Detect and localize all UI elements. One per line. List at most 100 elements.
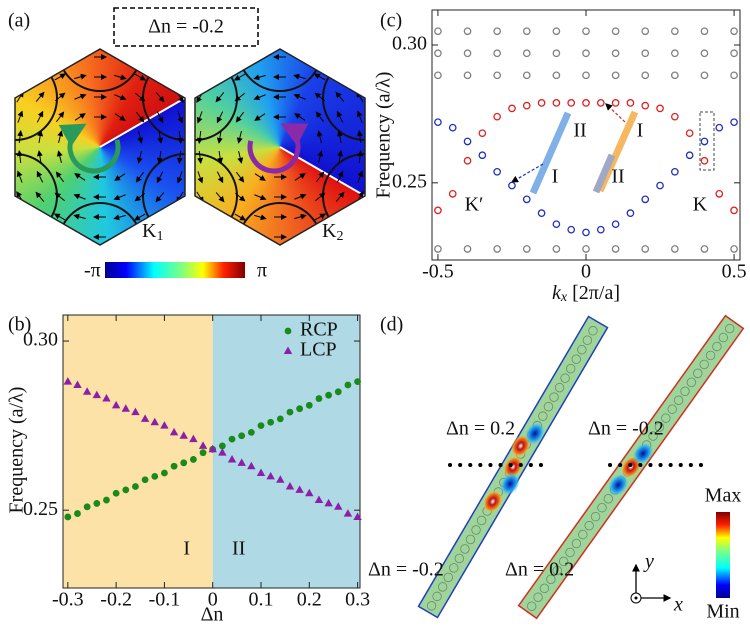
field-arrow bbox=[315, 111, 325, 123]
annotation: I bbox=[552, 166, 559, 188]
y-tick-label: 0.30 bbox=[23, 329, 58, 351]
field-arrow bbox=[54, 53, 67, 60]
data-point bbox=[64, 513, 72, 521]
field-arrow bbox=[214, 72, 225, 82]
data-point bbox=[552, 99, 561, 107]
field-arrow bbox=[36, 150, 43, 164]
field-arrow bbox=[253, 74, 266, 81]
field-arrow bbox=[217, 150, 224, 164]
field-contour bbox=[15, 55, 58, 141]
rod bbox=[449, 563, 459, 573]
data-point bbox=[596, 99, 605, 107]
field-hotspot bbox=[525, 422, 545, 445]
rod bbox=[686, 377, 697, 388]
data-point bbox=[522, 195, 531, 204]
data-point bbox=[670, 112, 679, 121]
data-point bbox=[141, 476, 149, 484]
field-arrow bbox=[74, 173, 86, 181]
rod bbox=[432, 591, 442, 602]
field-arrow bbox=[196, 111, 203, 124]
field-arrow bbox=[35, 72, 46, 82]
field-arrow bbox=[216, 171, 224, 184]
field-arrow bbox=[254, 194, 267, 201]
field-arrow bbox=[215, 92, 225, 103]
rod bbox=[582, 335, 593, 345]
field-arrow bbox=[16, 170, 23, 183]
x-tick-label: -0.5 bbox=[422, 261, 454, 283]
data-point bbox=[238, 432, 246, 440]
field-contour bbox=[322, 55, 365, 141]
data-point bbox=[493, 167, 502, 176]
field-arrow bbox=[334, 53, 346, 61]
x-tick-label: -0.1 bbox=[149, 589, 181, 611]
phase-discontinuity bbox=[99, 97, 185, 148]
x-tick-label: 0.1 bbox=[249, 589, 274, 611]
data-point bbox=[237, 458, 246, 466]
data-point bbox=[151, 472, 159, 480]
field-arrow bbox=[113, 214, 126, 221]
field-arrow bbox=[34, 233, 46, 241]
field-arrow bbox=[53, 233, 66, 240]
data-point bbox=[656, 181, 664, 190]
field-arrow bbox=[137, 131, 144, 144]
field-arrow bbox=[196, 130, 203, 144]
rod bbox=[597, 503, 607, 513]
field-arrow bbox=[233, 54, 246, 61]
rod bbox=[539, 583, 550, 594]
data-point bbox=[552, 245, 561, 253]
data-point bbox=[112, 489, 120, 497]
region-label: II bbox=[232, 538, 245, 560]
legend-label: RCP bbox=[300, 319, 338, 341]
field-arrow bbox=[155, 192, 165, 203]
data-point bbox=[730, 71, 738, 80]
annotation: I bbox=[637, 120, 644, 142]
circulation-arrow bbox=[58, 123, 121, 174]
data-point bbox=[256, 468, 266, 476]
data-point bbox=[567, 99, 576, 107]
data-point bbox=[189, 434, 198, 443]
data-point bbox=[463, 137, 472, 146]
data-point bbox=[611, 49, 620, 58]
rod bbox=[718, 332, 729, 343]
data-point bbox=[92, 390, 102, 399]
field-arrow bbox=[335, 91, 345, 102]
field-arrow bbox=[234, 234, 247, 241]
data-point bbox=[611, 71, 620, 80]
annotation: II bbox=[611, 166, 624, 188]
data-point bbox=[189, 456, 197, 463]
colorbar-label: -π bbox=[84, 260, 101, 282]
field-contour bbox=[237, 49, 323, 92]
data-point bbox=[305, 488, 314, 497]
field-arrow bbox=[357, 170, 364, 183]
field-arrow bbox=[235, 192, 246, 202]
annotation: K′ bbox=[465, 194, 484, 216]
field-arrow bbox=[215, 192, 225, 203]
pointer-arrow bbox=[605, 103, 626, 123]
data-point bbox=[508, 104, 516, 113]
field-arrow bbox=[55, 171, 64, 183]
field-arrow bbox=[233, 73, 246, 81]
data-point bbox=[334, 502, 343, 510]
field-arrow bbox=[357, 150, 364, 164]
field-arrow bbox=[293, 93, 306, 100]
data-point bbox=[700, 27, 709, 36]
field-arrow bbox=[356, 130, 363, 144]
field-arrow bbox=[195, 52, 205, 62]
data-point bbox=[582, 245, 590, 253]
region bbox=[63, 315, 213, 588]
data-point bbox=[670, 167, 679, 176]
data-point bbox=[582, 49, 590, 58]
rod bbox=[661, 413, 671, 423]
field-arrow bbox=[74, 93, 87, 100]
field-arrow bbox=[154, 53, 166, 61]
data-point bbox=[582, 99, 590, 107]
data-point bbox=[730, 49, 738, 58]
y-tick-label: 0.25 bbox=[23, 498, 58, 520]
data-point bbox=[296, 405, 304, 413]
data-point bbox=[257, 422, 265, 430]
field-arrow bbox=[156, 150, 163, 164]
annotation: K bbox=[693, 194, 708, 216]
panel-title: Δn = -0.2 bbox=[148, 16, 224, 38]
